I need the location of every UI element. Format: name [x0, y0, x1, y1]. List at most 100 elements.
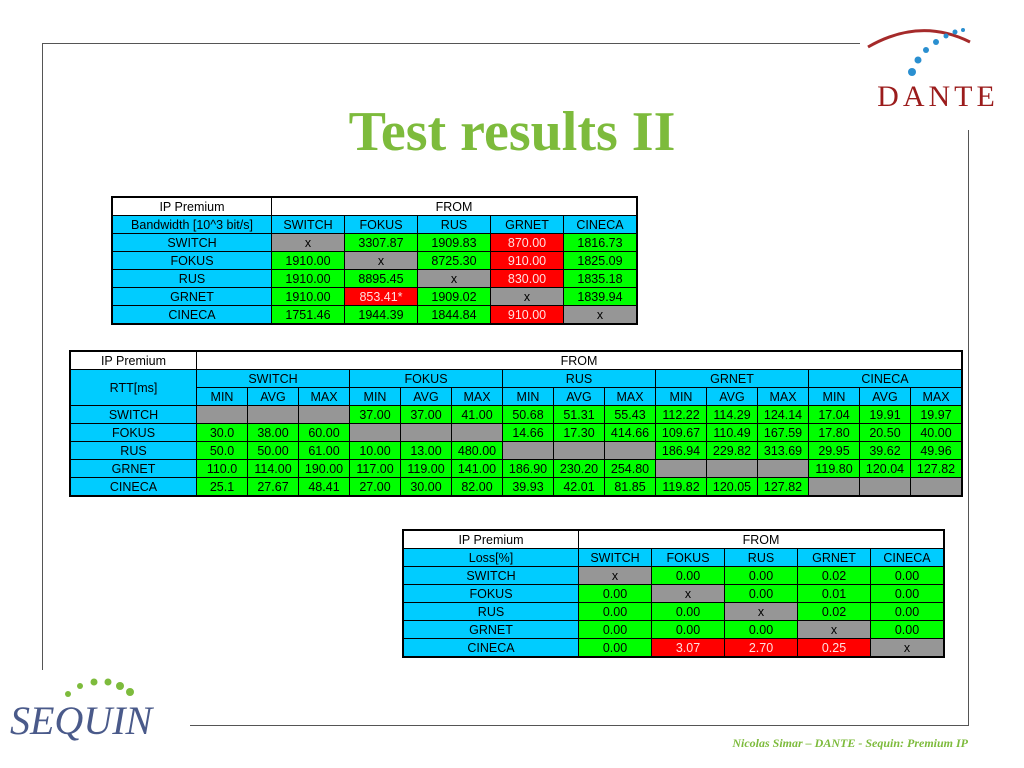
value-cell: 112.22: [655, 405, 707, 424]
value-cell: [298, 405, 350, 424]
value-cell: 30.00: [400, 477, 452, 497]
value-cell: 127.82: [757, 477, 809, 497]
value-cell: x: [417, 269, 491, 288]
value-cell: 119.82: [655, 477, 707, 497]
value-cell: 3.07: [651, 638, 725, 658]
from-header: FROM: [196, 350, 963, 370]
value-cell: 141.00: [451, 459, 503, 478]
value-cell: 10.00: [349, 441, 401, 460]
value-cell: 119.80: [808, 459, 860, 478]
value-cell: 186.90: [502, 459, 554, 478]
value-cell: 1825.09: [563, 251, 638, 270]
results-table: IP Premium FROM Bandwidth [10^3 bit/s] SWIT…: [111, 196, 638, 325]
corner-header: IP Premium: [402, 529, 579, 549]
value-cell: 0.01: [797, 584, 871, 603]
value-cell: 0.02: [797, 566, 871, 585]
value-cell: 14.66: [502, 423, 554, 442]
sub-column-header: AVG: [859, 387, 911, 406]
value-cell: [757, 459, 809, 478]
value-cell: 50.68: [502, 405, 554, 424]
frame-line: [42, 43, 43, 670]
value-cell: 1835.18: [563, 269, 638, 288]
value-cell: 0.00: [578, 602, 652, 621]
metric-header: RTT[ms]: [69, 369, 197, 406]
sub-column-header: MIN: [349, 387, 401, 406]
value-cell: 124.14: [757, 405, 809, 424]
value-cell: 313.69: [757, 441, 809, 460]
value-cell: x: [563, 305, 638, 325]
metric-header: Bandwidth [10^3 bit/s]: [111, 215, 272, 234]
value-cell: 1816.73: [563, 233, 638, 252]
value-cell: 55.43: [604, 405, 656, 424]
logo-text: DANTE: [877, 80, 999, 113]
row-header: SWITCH: [402, 566, 579, 585]
value-cell: 1844.84: [417, 305, 491, 325]
value-cell: x: [490, 287, 564, 306]
value-cell: [808, 477, 860, 497]
frame-line: [190, 725, 969, 726]
value-cell: [604, 441, 656, 460]
column-header: GRNET: [490, 215, 564, 234]
column-header: GRNET: [655, 369, 809, 388]
value-cell: 1909.02: [417, 287, 491, 306]
row-header: FOKUS: [111, 251, 272, 270]
value-cell: 1944.39: [344, 305, 418, 325]
row-header: RUS: [402, 602, 579, 621]
value-cell: 0.00: [578, 620, 652, 639]
row-header: SWITCH: [111, 233, 272, 252]
value-cell: 0.00: [651, 566, 725, 585]
corner-header: IP Premium: [69, 350, 197, 370]
value-cell: 1751.46: [271, 305, 345, 325]
value-cell: 60.00: [298, 423, 350, 442]
value-cell: 51.31: [553, 405, 605, 424]
value-cell: 120.05: [706, 477, 758, 497]
value-cell: 0.00: [651, 620, 725, 639]
value-cell: [706, 459, 758, 478]
value-cell: 0.00: [578, 584, 652, 603]
row-header: CINECA: [402, 638, 579, 658]
row-header: GRNET: [402, 620, 579, 639]
value-cell: 117.00: [349, 459, 401, 478]
value-cell: 1909.83: [417, 233, 491, 252]
column-header: CINECA: [563, 215, 638, 234]
value-cell: 27.00: [349, 477, 401, 497]
value-cell: 120.04: [859, 459, 911, 478]
value-cell: 0.00: [724, 566, 798, 585]
value-cell: 42.01: [553, 477, 605, 497]
value-cell: 81.85: [604, 477, 656, 497]
value-cell: x: [797, 620, 871, 639]
value-cell: x: [578, 566, 652, 585]
value-cell: 29.95: [808, 441, 860, 460]
row-header: RUS: [69, 441, 197, 460]
column-header: SWITCH: [196, 369, 350, 388]
value-cell: 19.97: [910, 405, 963, 424]
value-cell: 30.0: [196, 423, 248, 442]
value-cell: 910.00: [490, 305, 564, 325]
value-cell: x: [344, 251, 418, 270]
value-cell: 853.41*: [344, 287, 418, 306]
sub-column-header: MAX: [298, 387, 350, 406]
value-cell: 0.00: [870, 602, 945, 621]
value-cell: 20.50: [859, 423, 911, 442]
value-cell: 186.94: [655, 441, 707, 460]
value-cell: 38.00: [247, 423, 299, 442]
value-cell: [196, 405, 248, 424]
value-cell: 8725.30: [417, 251, 491, 270]
value-cell: 119.00: [400, 459, 452, 478]
frame-line: [968, 130, 969, 726]
sub-column-header: AVG: [706, 387, 758, 406]
sequin-logo: SEQUIN: [10, 678, 155, 743]
title: Test results II: [348, 101, 676, 163]
value-cell: x: [271, 233, 345, 252]
value-cell: 41.00: [451, 405, 503, 424]
value-cell: x: [651, 584, 725, 603]
value-cell: 27.67: [247, 477, 299, 497]
value-cell: 3307.87: [344, 233, 418, 252]
value-cell: 0.02: [797, 602, 871, 621]
column-header: RUS: [502, 369, 656, 388]
frame-line: [42, 43, 860, 44]
column-header: RUS: [724, 548, 798, 567]
value-cell: 17.04: [808, 405, 860, 424]
value-cell: x: [870, 638, 945, 658]
